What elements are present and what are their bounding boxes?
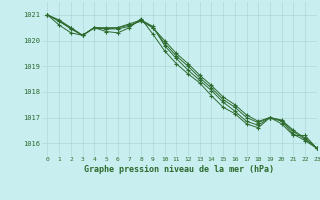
X-axis label: Graphe pression niveau de la mer (hPa): Graphe pression niveau de la mer (hPa)	[84, 165, 274, 174]
